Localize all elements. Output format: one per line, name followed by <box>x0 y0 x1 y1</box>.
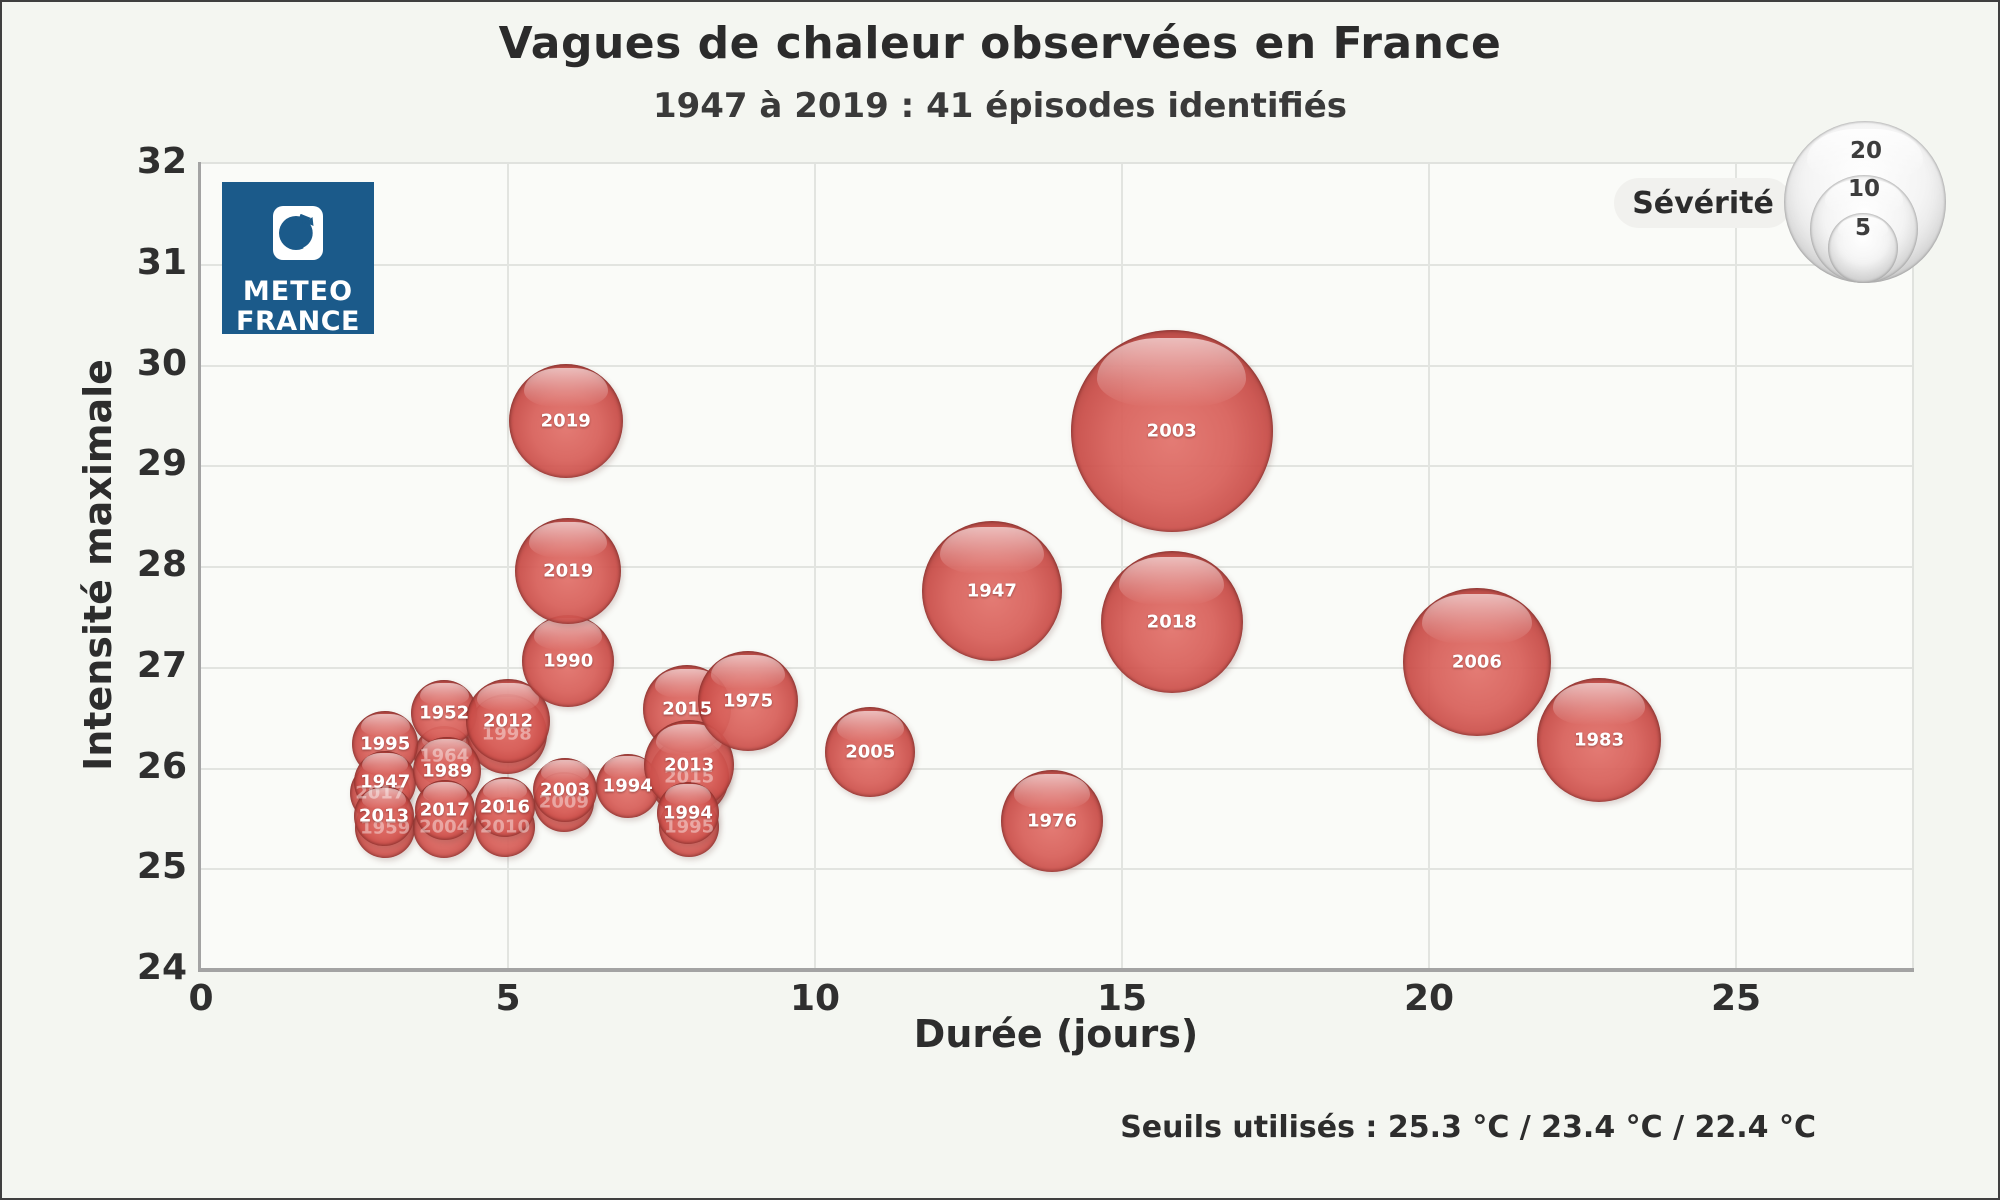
bubble-1994[interactable]: 1994 <box>656 781 719 844</box>
meteo-france-icon <box>273 206 323 264</box>
bubble-year-label: 1995 <box>664 816 715 838</box>
bubble-year-label: 1998 <box>481 723 532 745</box>
chart-subtitle: 1947 à 2019 : 41 épisodes identifiés <box>652 86 1348 126</box>
bubble-2005[interactable]: 2005 <box>825 707 916 798</box>
logo-text-meteo: METEO <box>242 276 354 307</box>
bubble-year-label: 2015 <box>664 766 715 788</box>
bubble-year-label: 2009 <box>538 791 589 813</box>
y-axis-label: Intensité maximale <box>76 359 120 771</box>
x-tick-label-25: 25 <box>1710 978 1762 1019</box>
bubble-year-label: 1959 <box>360 817 411 839</box>
bubble-year-label: 2015 <box>662 698 713 720</box>
y-axis-spine <box>198 162 201 972</box>
legend-size-label-20: 20 <box>1849 138 1883 164</box>
bubble-year-label: 2019 <box>540 410 591 432</box>
x-tick-label-5: 5 <box>495 978 521 1019</box>
y-tick-label-25: 25 <box>136 846 187 888</box>
legend-size-label-5: 5 <box>1854 215 1872 241</box>
chart-title: Vagues de chaleur observées en France <box>498 18 1502 69</box>
bubble-2018[interactable]: 2018 <box>1100 551 1243 694</box>
bubble-year-label: 1983 <box>1574 729 1625 751</box>
y-tick-label-27: 27 <box>136 644 187 686</box>
bubble-year-label: 2003 <box>1146 420 1197 442</box>
bubble-2016[interactable]: 2016 <box>474 776 535 837</box>
x-axis-label: Durée (jours) <box>913 1012 1199 1056</box>
y-tick-label-28: 28 <box>136 544 187 585</box>
bubble-2017[interactable]: 2017 <box>414 779 475 840</box>
y-tick-label-29: 29 <box>136 443 187 485</box>
bubble-1983[interactable]: 1983 <box>1537 678 1662 803</box>
bubble-year-label: 1994 <box>602 775 653 797</box>
bubble-2013[interactable]: 2013 <box>353 785 414 846</box>
bubble-year-label: 2012 <box>482 710 534 732</box>
x-tick-label-10: 10 <box>789 978 841 1019</box>
bubble-2003[interactable]: 2003 <box>1070 329 1273 532</box>
bubble-year-label: 1952 <box>419 702 470 724</box>
bubble-2003[interactable]: 2003 <box>533 757 598 822</box>
thresholds-note: Seuils utilisés : 25.3 °C / 23.4 °C / 22… <box>1120 1110 1816 1145</box>
bubble-year-label: 2006 <box>1451 651 1502 673</box>
bubble-year-label: 2018 <box>1146 611 1197 633</box>
y-tick-label-32: 32 <box>136 141 187 182</box>
legend-title: Sévérité <box>1614 178 1792 228</box>
gridline-y-27 <box>201 666 1912 669</box>
bubble-year-label: 2017 <box>355 782 406 804</box>
bubble-1975[interactable]: 1975 <box>698 650 799 751</box>
gridline-y-26 <box>201 767 1912 770</box>
bubble-year-label: 2013 <box>358 805 410 827</box>
bubble-year-label: 1994 <box>662 802 713 824</box>
bubble-year-label: 1975 <box>723 690 774 712</box>
bubble-2019[interactable]: 2019 <box>515 518 622 625</box>
bubble-year-label: 1990 <box>543 650 594 672</box>
y-tick-label-26: 26 <box>136 745 187 787</box>
bubble-1947[interactable]: 1947 <box>921 521 1062 662</box>
bubble-year-label: 1989 <box>422 760 473 781</box>
bubble-year-label: 1947 <box>360 771 411 793</box>
plot-area: 1964 1998 2017 1959 2004 2010 2009 2015 1995 1995… <box>201 162 1914 970</box>
bubble-year-label: 1976 <box>1026 810 1078 832</box>
bubble-year-label: 2013 <box>664 754 715 776</box>
bubble-2019[interactable]: 2019 <box>508 363 623 478</box>
gridline-y-30 <box>201 364 1912 367</box>
bubble-1952[interactable]: 1952 <box>411 680 478 747</box>
bubble-year-label: 2005 <box>845 741 896 763</box>
x-axis-spine <box>198 968 1914 972</box>
y-tick-label-24: 24 <box>136 947 187 988</box>
y-tick-label-30: 30 <box>136 342 187 384</box>
bubble-year-label: 2017 <box>419 799 470 821</box>
legend-circle-5 <box>1828 213 1898 283</box>
bubble-year-label: 2019 <box>543 560 594 582</box>
y-tick-label-31: 31 <box>136 241 187 283</box>
gridline-y-29 <box>201 465 1912 468</box>
x-tick-label-0: 0 <box>188 978 214 1019</box>
x-tick-label-15: 15 <box>1096 978 1148 1019</box>
meteo-france-logo: METEO FRANCE <box>222 182 374 337</box>
gridline-y-31 <box>201 263 1912 266</box>
legend-size-label-10: 10 <box>1847 176 1881 202</box>
bubble-year-label: 2016 <box>479 796 530 818</box>
bubble-year-label: 1995 <box>360 733 411 755</box>
x-tick-label-20: 20 <box>1403 978 1455 1019</box>
bubble-2006[interactable]: 2006 <box>1402 587 1551 736</box>
bubble-year-label: 2004 <box>419 816 470 838</box>
bubble-year-label: 2003 <box>540 779 591 801</box>
bubble-year-label: 2010 <box>479 816 530 838</box>
bubble-year-label: 1947 <box>966 580 1017 602</box>
logo-text-france: FRANCE <box>236 306 360 337</box>
bubble-1976[interactable]: 1976 <box>1001 769 1103 872</box>
bubble-year-label: 1964 <box>419 745 470 767</box>
bubble-1990[interactable]: 1990 <box>522 614 615 707</box>
